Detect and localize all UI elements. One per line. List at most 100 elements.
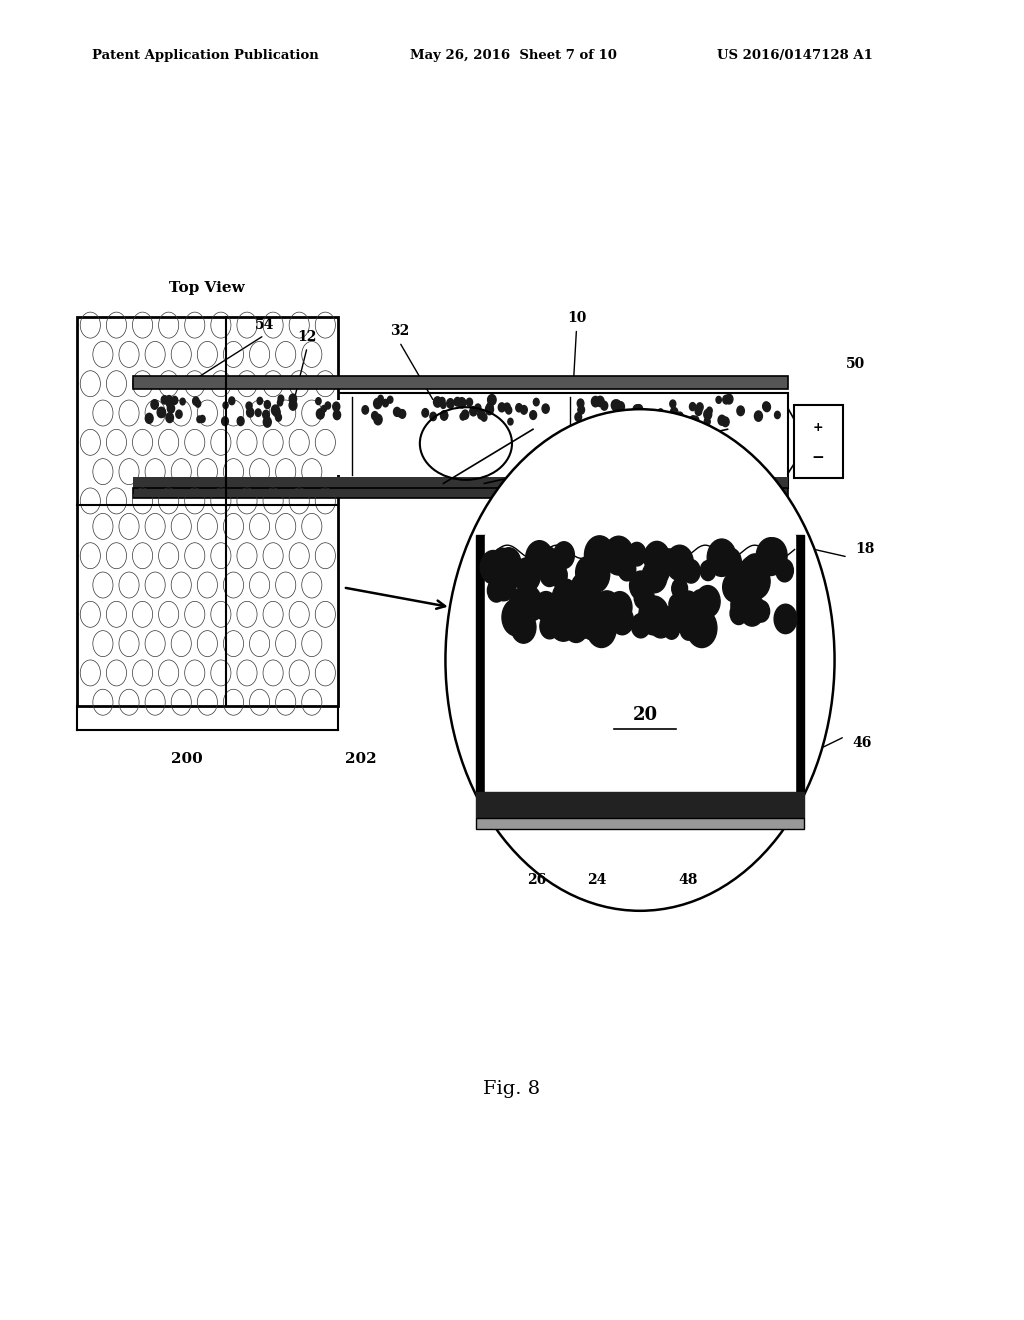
Circle shape [257, 397, 262, 404]
Bar [794, 405, 843, 478]
Circle shape [742, 554, 767, 586]
Circle shape [445, 409, 835, 911]
Circle shape [180, 399, 185, 405]
Circle shape [735, 594, 753, 616]
Circle shape [604, 413, 610, 421]
Circle shape [223, 403, 228, 409]
Text: 202: 202 [345, 752, 376, 766]
Circle shape [499, 403, 505, 412]
Circle shape [607, 591, 632, 623]
Text: 12: 12 [298, 330, 316, 343]
Circle shape [422, 409, 428, 417]
Circle shape [634, 586, 652, 610]
Circle shape [458, 397, 466, 408]
Circle shape [774, 412, 780, 418]
Circle shape [585, 536, 614, 574]
Circle shape [723, 573, 745, 602]
Bar [133, 393, 788, 488]
Circle shape [584, 602, 612, 639]
Circle shape [630, 572, 652, 599]
Circle shape [535, 591, 557, 622]
Circle shape [689, 403, 695, 411]
Circle shape [564, 611, 588, 643]
Circle shape [639, 597, 669, 635]
Circle shape [599, 417, 606, 428]
Circle shape [639, 587, 654, 606]
Circle shape [540, 614, 559, 639]
Circle shape [613, 404, 620, 412]
Circle shape [662, 549, 677, 569]
Circle shape [682, 560, 700, 583]
Circle shape [228, 397, 234, 405]
Circle shape [193, 397, 199, 405]
Circle shape [569, 606, 595, 639]
Text: 48: 48 [679, 874, 697, 887]
Circle shape [774, 605, 797, 634]
Circle shape [677, 412, 683, 420]
Circle shape [440, 411, 447, 420]
Circle shape [161, 396, 168, 404]
Circle shape [275, 413, 282, 421]
Bar [572, 400, 786, 475]
Circle shape [378, 395, 383, 403]
Circle shape [433, 397, 441, 407]
Circle shape [677, 591, 699, 620]
Circle shape [722, 548, 741, 574]
Text: 54: 54 [255, 318, 273, 331]
Circle shape [705, 417, 711, 425]
Circle shape [511, 611, 536, 643]
Circle shape [578, 405, 585, 414]
Bar [476, 535, 485, 792]
Circle shape [660, 607, 678, 628]
Circle shape [763, 403, 770, 412]
Circle shape [550, 611, 569, 636]
Circle shape [439, 397, 445, 405]
Circle shape [644, 541, 670, 574]
Circle shape [756, 537, 785, 576]
Circle shape [689, 416, 697, 426]
Circle shape [742, 564, 770, 599]
Circle shape [611, 606, 634, 635]
Circle shape [475, 404, 481, 412]
Circle shape [513, 598, 535, 626]
Circle shape [157, 407, 165, 417]
Circle shape [552, 581, 579, 615]
Circle shape [393, 408, 400, 416]
Text: 50: 50 [846, 356, 865, 371]
Circle shape [263, 417, 271, 428]
Circle shape [696, 403, 703, 412]
Circle shape [671, 599, 696, 632]
Text: Fig. 8: Fig. 8 [483, 1080, 541, 1098]
Circle shape [739, 594, 765, 626]
Bar [485, 535, 795, 792]
Circle shape [731, 594, 749, 616]
Circle shape [611, 400, 620, 411]
Circle shape [596, 396, 604, 407]
Circle shape [776, 560, 794, 582]
Circle shape [618, 558, 636, 581]
Text: Top View: Top View [170, 281, 245, 294]
Circle shape [374, 399, 382, 409]
Text: US 2016/0147128 A1: US 2016/0147128 A1 [717, 49, 872, 62]
Circle shape [470, 407, 477, 416]
Circle shape [247, 408, 254, 417]
Circle shape [490, 568, 516, 601]
Text: 20: 20 [633, 706, 657, 725]
Text: 18: 18 [855, 543, 874, 556]
Circle shape [481, 413, 487, 421]
Circle shape [763, 401, 769, 411]
Circle shape [480, 550, 506, 583]
Circle shape [462, 411, 469, 420]
Bar [476, 818, 804, 829]
Circle shape [703, 409, 712, 420]
Circle shape [460, 413, 466, 420]
Circle shape [578, 399, 584, 408]
Circle shape [510, 590, 528, 614]
Circle shape [278, 399, 283, 407]
Circle shape [632, 614, 650, 638]
Bar [135, 400, 349, 475]
Circle shape [753, 601, 770, 622]
Circle shape [159, 408, 166, 417]
Circle shape [695, 407, 701, 416]
Circle shape [525, 541, 553, 577]
